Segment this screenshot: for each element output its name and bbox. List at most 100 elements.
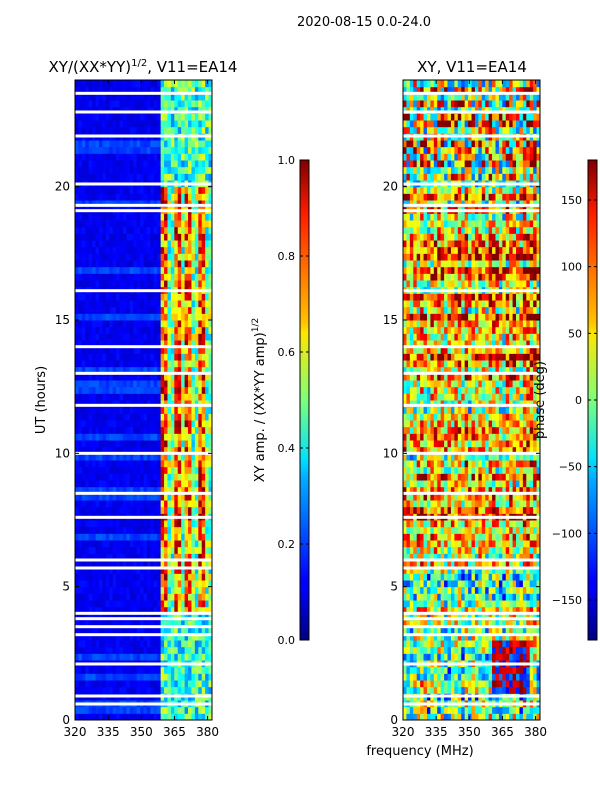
heatmap-cell — [109, 586, 114, 594]
heatmap-cell — [116, 313, 121, 321]
heatmap-cell — [198, 546, 203, 554]
heatmap-cell — [478, 560, 483, 568]
heatmap-cell — [420, 626, 425, 634]
heatmap-cell — [157, 453, 162, 461]
heatmap-cell — [88, 273, 93, 281]
heatmap-cell — [457, 580, 462, 588]
heatmap-cell — [98, 113, 103, 121]
heatmap-cell — [109, 400, 114, 408]
heatmap-cell — [208, 126, 213, 134]
heatmap-cell — [495, 633, 500, 641]
heatmap-cell — [177, 313, 182, 321]
heatmap-cell — [153, 540, 158, 548]
heatmap-cell — [133, 393, 138, 401]
heatmap-cell — [430, 680, 435, 688]
heatmap-cell — [78, 553, 83, 561]
heatmap-cell — [102, 666, 107, 674]
heatmap-cell — [164, 706, 168, 714]
heatmap-cell — [157, 306, 162, 314]
heatmap-cell — [150, 200, 155, 208]
heatmap-cell — [98, 260, 103, 268]
heatmap-cell — [450, 586, 455, 594]
heatmap-cell — [536, 633, 541, 641]
heatmap-cell — [468, 553, 472, 561]
heatmap-cell — [78, 386, 83, 394]
heatmap-cell — [454, 640, 459, 648]
heatmap-cell — [109, 426, 114, 434]
heatmap-cell — [184, 280, 189, 288]
heatmap-cell — [150, 300, 155, 308]
heatmap-cell — [519, 606, 524, 614]
heatmap-cell — [488, 593, 493, 601]
heatmap-cell — [191, 486, 196, 494]
heatmap-cell — [444, 593, 449, 601]
heatmap-cell — [92, 246, 97, 254]
heatmap-cell — [95, 653, 100, 661]
heatmap-cell — [420, 686, 425, 694]
heatmap-cell — [102, 226, 107, 234]
heatmap-cell — [88, 186, 93, 194]
heatmap-cell — [177, 493, 182, 501]
heatmap-cell — [205, 346, 210, 354]
heatmap-cell — [174, 233, 179, 241]
heatmap-cell — [177, 226, 182, 234]
heatmap-cell — [468, 620, 472, 628]
heatmap-cell — [177, 393, 182, 401]
heatmap-cell — [167, 106, 172, 114]
heatmap-cell — [92, 186, 97, 194]
heatmap-cell — [164, 300, 168, 308]
heatmap-cell — [88, 153, 93, 161]
heatmap-cell — [85, 200, 90, 208]
heatmap-cell — [485, 546, 490, 554]
heatmap-cell — [78, 633, 83, 641]
heatmap-cell — [512, 686, 517, 694]
heatmap-cell — [191, 706, 196, 714]
heatmap-cell — [474, 706, 479, 714]
heatmap-cell — [109, 93, 114, 101]
heatmap-cell — [167, 460, 172, 468]
heatmap-cell — [198, 266, 203, 274]
heatmap-cell — [533, 600, 538, 608]
heatmap-cell — [81, 100, 86, 108]
heatmap-cell — [194, 546, 199, 554]
heatmap-cell — [512, 600, 517, 608]
heatmap-cell — [464, 686, 469, 694]
heatmap-cell — [188, 646, 192, 654]
heatmap-cell — [516, 606, 520, 614]
heatmap-cell — [416, 586, 421, 594]
heatmap-cell — [129, 200, 134, 208]
heatmap-cell — [160, 140, 165, 148]
heatmap-cell — [529, 620, 534, 628]
heatmap-cell — [536, 646, 541, 654]
heatmap-cell — [505, 560, 510, 568]
heatmap-cell — [116, 533, 121, 541]
heatmap-cell — [92, 166, 97, 174]
heatmap-cell — [143, 173, 148, 181]
heatmap-cell — [78, 193, 83, 201]
heatmap-cell — [102, 493, 107, 501]
heatmap-cell — [170, 253, 175, 261]
heatmap-cell — [143, 353, 148, 361]
heatmap-cell — [112, 80, 117, 88]
heatmap-cell — [95, 433, 100, 441]
heatmap-cell — [157, 253, 162, 261]
heatmap-cell — [102, 546, 107, 554]
heatmap-cell — [164, 380, 168, 388]
heatmap-cell — [150, 360, 155, 368]
heatmap-cell — [201, 520, 206, 528]
heatmap-cell — [164, 453, 168, 461]
heatmap-cell — [194, 413, 199, 421]
heatmap-cell — [112, 160, 117, 168]
heatmap-cell — [181, 333, 186, 341]
heatmap-cell — [188, 586, 192, 594]
heatmap-cell — [143, 486, 148, 494]
heatmap-cell — [116, 553, 121, 561]
heatmap-cell — [471, 620, 476, 628]
heatmap-cell — [488, 633, 493, 641]
heatmap-cell — [112, 320, 117, 328]
heatmap-cell — [194, 253, 199, 261]
heatmap-cell — [140, 306, 144, 314]
heatmap-cell — [498, 666, 503, 674]
heatmap-cell — [126, 193, 131, 201]
heatmap-cell — [98, 593, 103, 601]
